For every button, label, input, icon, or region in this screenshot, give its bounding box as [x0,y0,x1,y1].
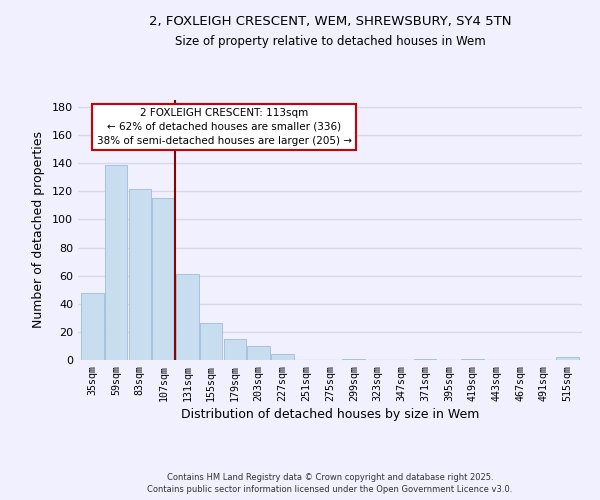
Bar [224,339,246,360]
X-axis label: Distribution of detached houses by size in Wem: Distribution of detached houses by size … [181,408,479,421]
Bar [105,164,127,360]
Bar [461,358,484,360]
Bar [152,198,175,360]
Bar [414,358,436,360]
Y-axis label: Number of detached properties: Number of detached properties [32,132,45,328]
Text: Size of property relative to detached houses in Wem: Size of property relative to detached ho… [175,35,485,48]
Bar [200,324,223,360]
Bar [247,346,270,360]
Text: Contains public sector information licensed under the Open Government Licence v3: Contains public sector information licen… [148,485,512,494]
Text: 2, FOXLEIGH CRESCENT, WEM, SHREWSBURY, SY4 5TN: 2, FOXLEIGH CRESCENT, WEM, SHREWSBURY, S… [149,15,511,28]
Bar [81,292,104,360]
Bar [556,357,579,360]
Bar [176,274,199,360]
Text: Contains HM Land Registry data © Crown copyright and database right 2025.: Contains HM Land Registry data © Crown c… [167,472,493,482]
Text: 2 FOXLEIGH CRESCENT: 113sqm
← 62% of detached houses are smaller (336)
38% of se: 2 FOXLEIGH CRESCENT: 113sqm ← 62% of det… [97,108,352,146]
Bar [271,354,294,360]
Bar [343,358,365,360]
Bar [128,188,151,360]
